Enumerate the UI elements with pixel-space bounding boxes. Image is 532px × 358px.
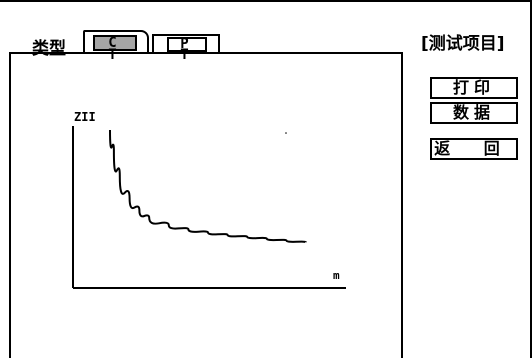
tab-pt-label: P T	[167, 37, 207, 62]
tab-pt[interactable]: P T	[152, 34, 220, 62]
chart-panel	[9, 52, 403, 358]
window-top-border	[0, 0, 532, 2]
series-line	[109, 129, 307, 244]
page-title: [测试项目]	[421, 34, 505, 54]
tab-ct-label: C T	[93, 35, 137, 62]
x-axis-label: m	[333, 269, 340, 282]
print-button[interactable]: 打印	[430, 77, 518, 99]
y-axis-label: ZII	[74, 110, 96, 124]
tab-ct[interactable]: C T	[83, 30, 149, 62]
window-right-border	[530, 0, 532, 358]
stray-dot	[285, 132, 287, 134]
type-label-group: 类型	[10, 33, 80, 59]
data-button[interactable]: 数据	[430, 102, 518, 124]
back-button[interactable]: 返 回	[430, 138, 518, 160]
type-label: 类型	[32, 39, 66, 59]
